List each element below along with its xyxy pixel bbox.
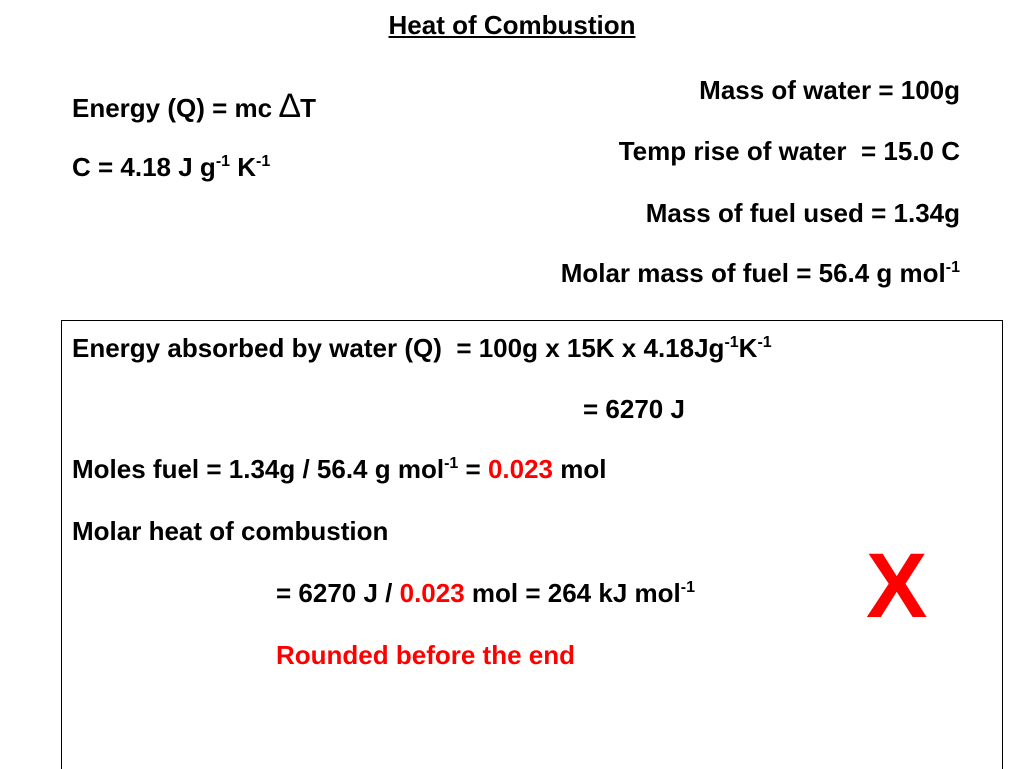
moles-line: Moles fuel = 1.34g / 56.4 g mol-1 = 0.02… (72, 454, 606, 484)
highlight: 0.023 (399, 578, 465, 608)
text: mol = 264 kJ mol (464, 578, 681, 608)
text: Moles fuel = 1.34g / 56.4 g mol (72, 454, 445, 484)
title: Heat of Combustion (388, 10, 636, 40)
working-box (61, 320, 1003, 769)
superscript: -1 (680, 579, 695, 596)
text: Energy absorbed by water (Q) = 100g x 15… (72, 333, 725, 363)
superscript: -1 (215, 153, 231, 170)
given: Mass of fuel used = 1.34g (645, 198, 960, 228)
given: Molar mass of fuel = 56.4 g mol-1 (561, 258, 960, 288)
text: C = 4.18 J g (72, 152, 216, 182)
superscript: -1 (444, 455, 459, 472)
molar-heat-line: = 6270 J / 0.023 mol = 264 kJ mol-1 (276, 578, 695, 608)
text: mol (553, 454, 607, 484)
specific-heat: C = 4.18 J g-1 K-1 (72, 152, 270, 182)
energy-line: Energy absorbed by water (Q) = 100g x 15… (72, 333, 772, 363)
formula-text: T (300, 93, 317, 123)
text: K (230, 152, 257, 182)
superscript: -1 (724, 334, 739, 351)
wrong-mark: X (866, 535, 928, 637)
text: Molar mass of fuel = 56.4 g mol (560, 258, 946, 288)
highlight: 0.023 (487, 454, 554, 484)
given: Temp rise of water = 15.0 C (618, 136, 960, 166)
superscript: -1 (757, 334, 772, 351)
delta: ∆ (279, 87, 301, 125)
formula: Energy (Q) = mc ∆T (72, 89, 317, 123)
text: = 6270 J / (276, 578, 400, 608)
text: = (458, 454, 488, 484)
energy-result: = 6270 J (583, 394, 685, 424)
molar-heat-label: Molar heat of combustion (72, 516, 389, 546)
superscript: -1 (256, 153, 271, 170)
superscript: -1 (945, 259, 960, 276)
given: Mass of water = 100g (699, 75, 960, 105)
text: K (738, 333, 758, 363)
note: Rounded before the end (276, 640, 575, 670)
formula-text: Energy (Q) = mc (72, 93, 273, 123)
